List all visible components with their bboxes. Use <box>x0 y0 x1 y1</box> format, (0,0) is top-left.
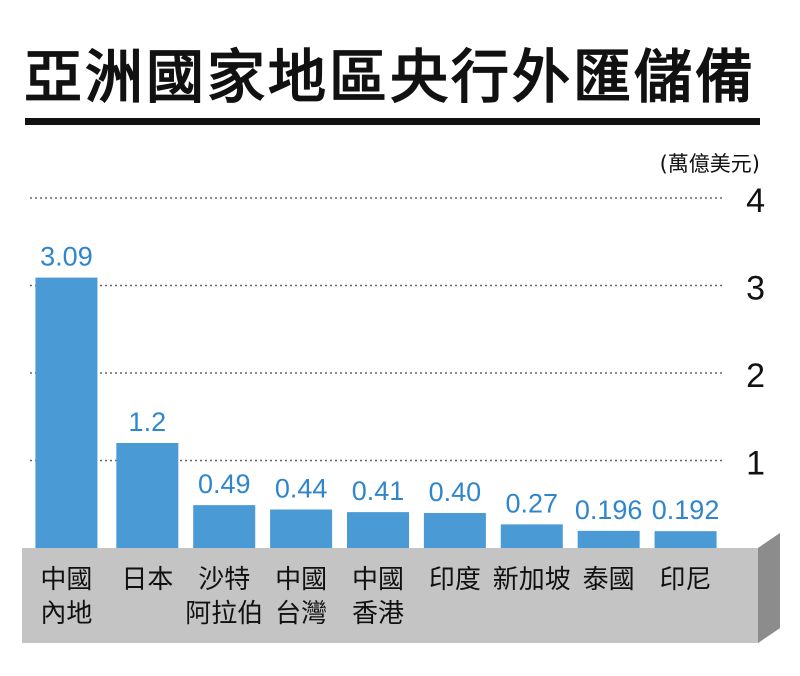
data-label: 3.09 <box>40 242 93 272</box>
data-label: 0.192 <box>652 495 720 525</box>
y-tick-label: 3 <box>746 270 765 308</box>
unit-label: (萬億美元) <box>659 152 760 176</box>
x-tick-label: 印尼 <box>660 565 712 595</box>
bar <box>347 512 409 548</box>
data-label: 0.196 <box>575 495 643 525</box>
title-underline <box>25 118 760 125</box>
y-tick-label: 2 <box>746 357 765 395</box>
x-tick-label: 沙特阿拉伯 <box>185 565 263 629</box>
bar <box>577 530 640 548</box>
chart-base-face <box>22 548 758 643</box>
bar <box>35 277 98 548</box>
y-tick-label: 4 <box>746 182 765 220</box>
x-tick-label: 中國內地 <box>40 565 92 629</box>
x-tick-label: 日本 <box>121 565 173 595</box>
data-label: 0.41 <box>352 476 405 506</box>
x-tick-label: 中國台灣 <box>275 565 327 629</box>
x-tick-label: 新加坡 <box>493 565 571 595</box>
y-tick-label: 1 <box>746 445 765 483</box>
data-label: 0.27 <box>505 488 558 518</box>
bar <box>500 524 563 548</box>
data-label: 0.49 <box>198 469 251 499</box>
data-label: 1.2 <box>129 407 167 437</box>
data-label: 0.44 <box>275 474 328 504</box>
x-tick-label: 中國香港 <box>352 565 404 629</box>
bar <box>423 513 486 548</box>
chart-title: 亞洲國家地區央行外匯儲備 <box>23 43 756 111</box>
bar <box>270 509 333 548</box>
chart-base-side <box>758 533 780 643</box>
x-tick-label: 印度 <box>429 565 481 595</box>
x-tick-label: 泰國 <box>583 565 635 595</box>
bar <box>654 531 717 548</box>
bar <box>116 443 179 548</box>
data-label: 0.40 <box>429 477 482 507</box>
bar <box>193 505 256 548</box>
